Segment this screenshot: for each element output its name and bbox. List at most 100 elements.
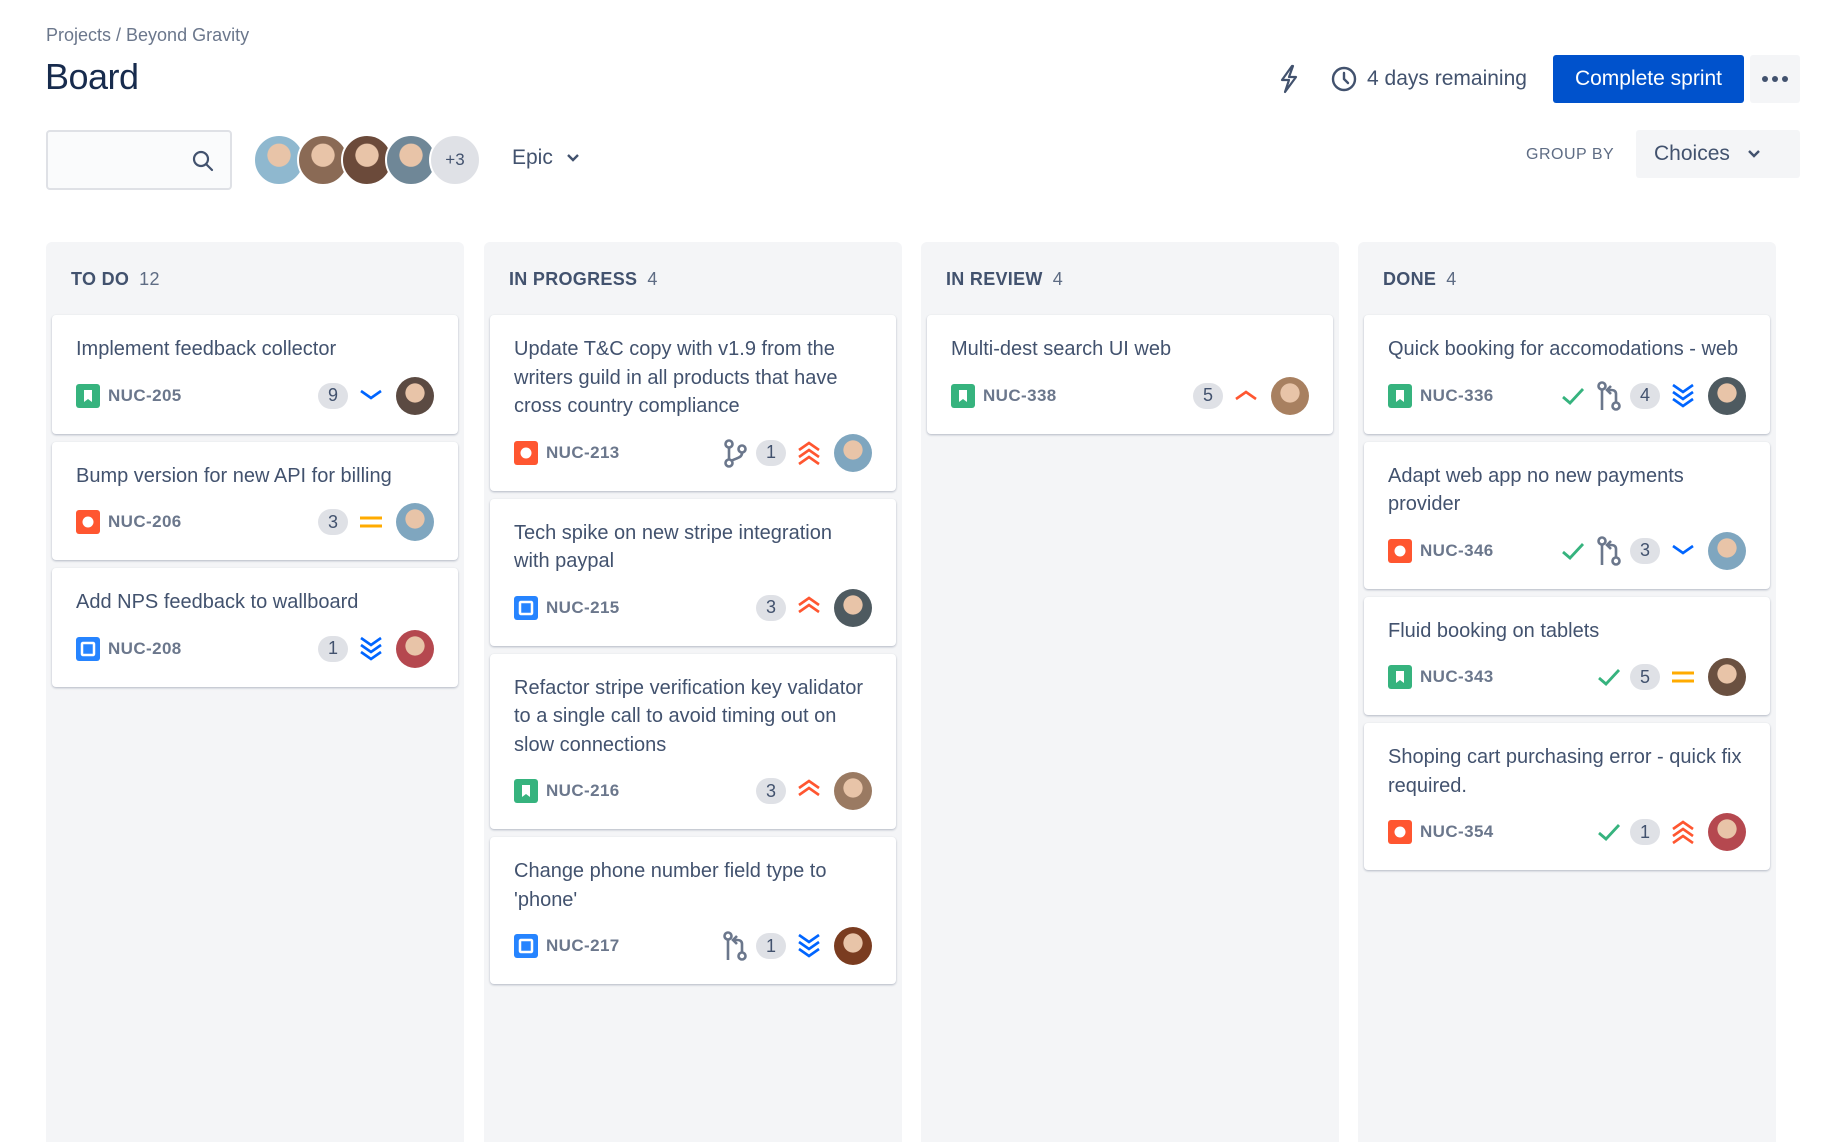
assignee-avatar[interactable]	[1708, 813, 1746, 851]
assignee-avatar[interactable]	[396, 503, 434, 541]
branch-icon[interactable]	[722, 438, 748, 468]
chevron-down-icon	[567, 154, 579, 162]
issue-key[interactable]: NUC-343	[1420, 667, 1494, 686]
more-icon	[1762, 76, 1788, 82]
column-title: IN PROGRESS	[509, 269, 638, 289]
bug-type-icon	[1388, 820, 1412, 844]
issue-title: Change phone number field type to 'phone…	[514, 860, 827, 911]
priority-up-2-icon	[796, 777, 822, 805]
epic-label: Epic	[512, 146, 553, 169]
story-points-badge: 5	[1193, 382, 1223, 409]
priority-down-3-icon	[1670, 382, 1696, 410]
issue-card[interactable]: Change phone number field type to 'phone…	[490, 837, 896, 984]
column-done: DONE 4 Quick booking for accomodations - …	[1358, 242, 1776, 1142]
group-by-label: GROUP BY	[1526, 146, 1615, 163]
issue-card[interactable]: Bump version for new API for billing NUC…	[52, 441, 458, 560]
assignee-avatar[interactable]	[396, 376, 434, 415]
column-header: IN REVIEW 4	[946, 269, 1063, 290]
issue-key[interactable]: NUC-216	[546, 781, 620, 800]
column-in-review: IN REVIEW 4 Multi-dest search UI web NUC-…	[921, 242, 1339, 1142]
priority-medium-icon	[1670, 663, 1696, 691]
issue-card[interactable]: Shoping cart purchasing error - quick fi…	[1364, 723, 1770, 870]
column-header: DONE 4	[1383, 269, 1457, 290]
column-title: DONE	[1383, 269, 1437, 289]
epic-filter-dropdown[interactable]: Epic	[512, 146, 579, 170]
issue-card[interactable]: Multi-dest search UI web NUC-338 5	[927, 315, 1333, 434]
issue-key[interactable]: NUC-213	[546, 442, 620, 462]
story-points-badge: 1	[1630, 819, 1660, 845]
issue-title: Update T&C copy with v1.9 from the write…	[514, 338, 838, 417]
issue-card[interactable]: Add NPS feedback to wallboard NUC-208 1	[52, 568, 458, 687]
avatar[interactable]	[297, 134, 349, 186]
bug-type-icon	[1388, 538, 1412, 563]
clock-icon	[1331, 66, 1357, 92]
bug-type-icon	[514, 440, 538, 465]
column-title: TO DO	[71, 269, 130, 289]
issue-title: Bump version for new API for billing	[76, 464, 392, 487]
issue-key[interactable]: NUC-205	[108, 385, 182, 405]
lightning-icon[interactable]	[1277, 64, 1301, 94]
more-actions-button[interactable]	[1750, 55, 1800, 103]
issue-title: Fluid booking on tablets	[1388, 619, 1600, 642]
issue-key[interactable]: NUC-336	[1420, 385, 1494, 405]
issue-card[interactable]: Implement feedback collector NUC-205 9	[52, 315, 458, 434]
column-header: TO DO 12	[71, 269, 160, 290]
assignee-avatar[interactable]	[396, 629, 434, 668]
assignee-avatar[interactable]	[834, 433, 872, 472]
pull-request-icon[interactable]	[1596, 380, 1622, 411]
story-type-icon	[514, 779, 538, 803]
avatar[interactable]	[385, 134, 437, 186]
story-points-badge: 4	[1630, 382, 1660, 409]
priority-up-3-icon	[1670, 818, 1696, 846]
chevron-down-icon	[1748, 150, 1760, 158]
column-title: IN REVIEW	[946, 269, 1043, 289]
story-type-icon	[1388, 665, 1412, 689]
issue-card[interactable]: Refactor stripe verification key validat…	[490, 653, 896, 829]
breadcrumb[interactable]: Projects / Beyond Gravity	[46, 25, 250, 45]
issue-key[interactable]: NUC-215	[546, 597, 620, 617]
assignee-avatar[interactable]	[834, 772, 872, 810]
assignee-avatar[interactable]	[1708, 376, 1746, 415]
issue-card[interactable]: Fluid booking on tablets NUC-343 5	[1364, 596, 1770, 715]
pull-request-icon[interactable]	[1596, 535, 1622, 566]
story-type-icon	[76, 383, 100, 408]
priority-down-1-icon	[1670, 537, 1696, 565]
avatar[interactable]	[253, 134, 305, 186]
priority-down-3-icon	[358, 635, 384, 663]
issue-title: Adapt web app no new payments provider	[1388, 464, 1684, 516]
story-points-badge: 3	[318, 509, 348, 535]
story-type-icon	[951, 383, 975, 408]
priority-medium-icon	[358, 508, 384, 536]
assignee-avatar[interactable]	[1271, 376, 1309, 415]
assignee-avatar[interactable]	[1708, 658, 1746, 696]
column-to-do: TO DO 12 Implement feedback collector NUC…	[46, 242, 464, 1142]
complete-sprint-button[interactable]: Complete sprint	[1552, 55, 1744, 103]
issue-key[interactable]: NUC-354	[1420, 822, 1494, 841]
task-type-icon	[514, 595, 538, 620]
priority-up-1-icon	[1233, 382, 1259, 410]
issue-key[interactable]: NUC-206	[108, 512, 182, 531]
assignee-avatar[interactable]	[1708, 531, 1746, 570]
issue-card[interactable]: Update T&C copy with v1.9 from the write…	[490, 315, 896, 491]
issue-card[interactable]: Quick booking for accomodations - web NU…	[1364, 315, 1770, 434]
assignee-avatar[interactable]	[834, 588, 872, 627]
done-check-icon	[1596, 666, 1622, 688]
search-input[interactable]	[46, 130, 232, 190]
issue-card[interactable]: Adapt web app no new payments provider N…	[1364, 441, 1770, 589]
priority-up-3-icon	[796, 439, 822, 467]
pull-request-icon[interactable]	[722, 931, 748, 961]
more-avatars-button[interactable]: +3	[429, 134, 481, 186]
issue-card[interactable]: Tech spike on new stripe integration wit…	[490, 498, 896, 646]
assignee-avatar[interactable]	[834, 927, 872, 965]
issue-key[interactable]: NUC-208	[108, 638, 182, 658]
issue-key[interactable]: NUC-217	[546, 936, 620, 955]
priority-down-1-icon	[358, 382, 384, 410]
priority-up-2-icon	[796, 594, 822, 622]
story-points-badge: 1	[318, 635, 348, 662]
issue-key[interactable]: NUC-346	[1420, 540, 1494, 560]
story-type-icon	[1388, 383, 1412, 408]
sprint-remaining: 4 days remaining	[1367, 67, 1527, 90]
issue-key[interactable]: NUC-338	[983, 385, 1057, 405]
group-by-dropdown[interactable]: Choices	[1636, 130, 1800, 178]
story-points-badge: 3	[756, 778, 786, 804]
